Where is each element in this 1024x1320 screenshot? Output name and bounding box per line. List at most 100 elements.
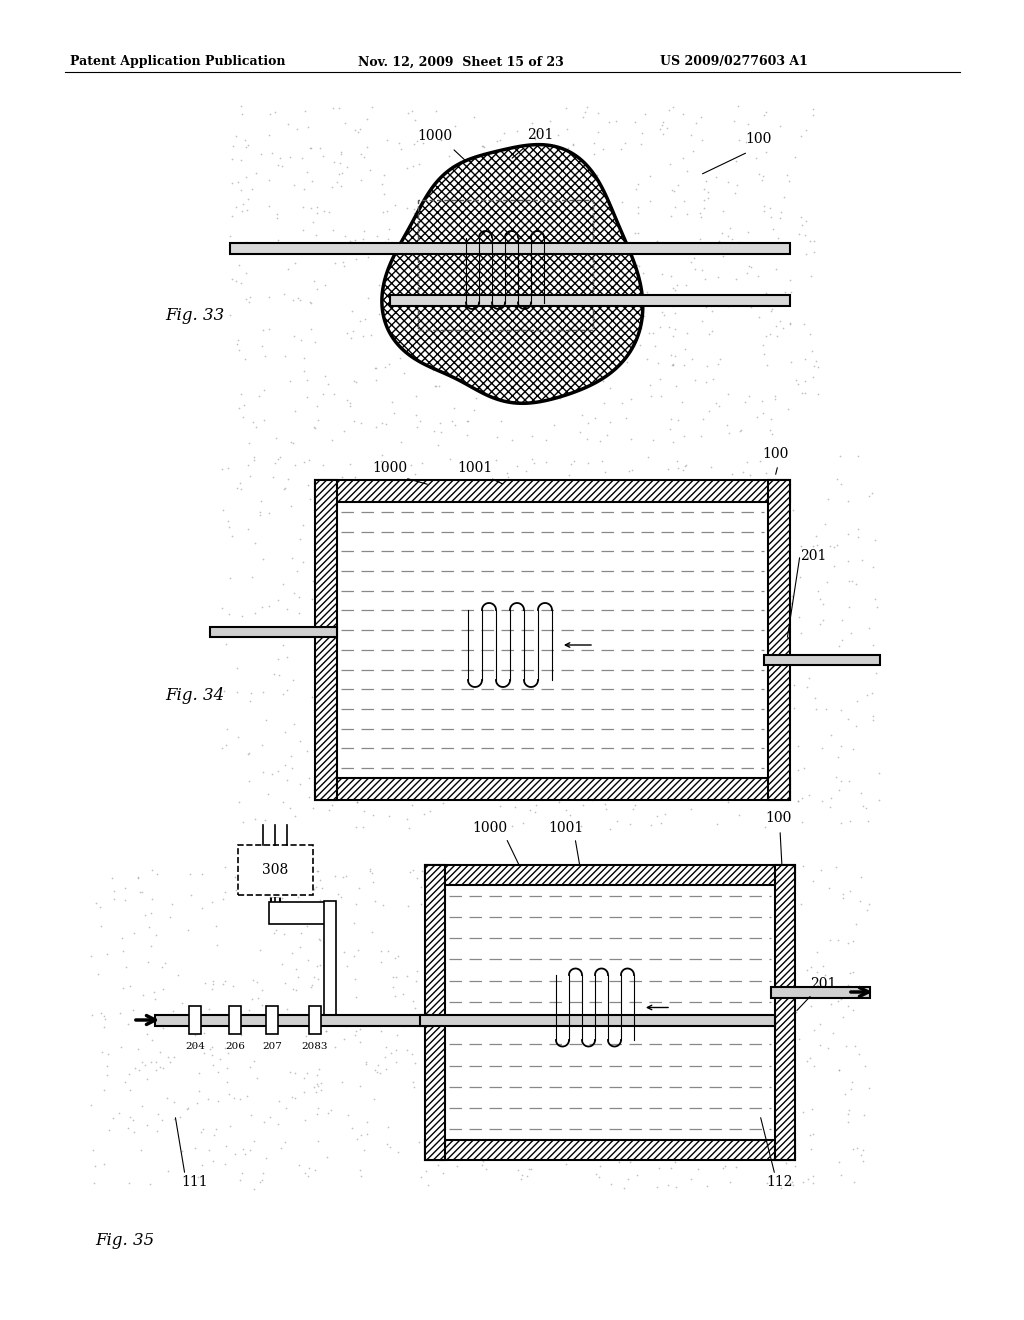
Point — [406, 156, 422, 177]
Point — [649, 642, 666, 663]
Point — [835, 1006, 851, 1027]
Point — [850, 517, 866, 539]
Point — [496, 684, 512, 705]
Point — [422, 341, 438, 362]
Point — [326, 383, 342, 404]
Point — [276, 1131, 293, 1152]
Point — [304, 686, 321, 708]
Point — [300, 474, 316, 495]
Bar — [425, 865, 795, 884]
Point — [693, 994, 710, 1015]
Point — [155, 1018, 171, 1039]
Point — [493, 755, 509, 776]
Point — [279, 999, 295, 1020]
Point — [671, 1104, 687, 1125]
Point — [797, 348, 813, 370]
Point — [308, 876, 325, 898]
Point — [442, 690, 459, 711]
Point — [359, 137, 376, 158]
Point — [759, 886, 775, 907]
Point — [590, 121, 606, 143]
Point — [623, 1148, 639, 1170]
Point — [653, 1043, 670, 1064]
Point — [594, 1114, 610, 1135]
Point — [783, 282, 800, 304]
Point — [213, 1006, 229, 1027]
Point — [664, 1158, 680, 1179]
Point — [729, 95, 745, 116]
Point — [335, 252, 351, 273]
Point — [814, 737, 830, 758]
Point — [717, 1155, 733, 1176]
Point — [186, 1035, 203, 1056]
Point — [447, 756, 464, 777]
Point — [597, 907, 613, 928]
Point — [400, 895, 417, 916]
Point — [700, 323, 717, 345]
Point — [492, 389, 508, 411]
Point — [272, 148, 289, 169]
Point — [529, 1142, 546, 1163]
Point — [544, 292, 560, 313]
Point — [842, 770, 858, 791]
Point — [806, 242, 822, 263]
Point — [399, 966, 416, 987]
Point — [755, 165, 771, 186]
Point — [565, 133, 582, 154]
Point — [675, 652, 691, 673]
Point — [525, 911, 542, 932]
Point — [731, 289, 748, 310]
Point — [814, 789, 830, 810]
Point — [386, 194, 402, 215]
Point — [698, 356, 715, 378]
Point — [804, 968, 820, 989]
Point — [229, 657, 246, 678]
Point — [300, 1166, 316, 1187]
Point — [290, 966, 306, 987]
Point — [709, 1078, 725, 1100]
Point — [325, 176, 341, 197]
Point — [301, 787, 317, 808]
Point — [683, 1168, 699, 1189]
Point — [613, 954, 630, 975]
Point — [381, 218, 397, 239]
Point — [403, 100, 420, 121]
Point — [755, 403, 771, 424]
Point — [545, 647, 561, 668]
Point — [210, 1090, 226, 1111]
Point — [548, 656, 564, 677]
Point — [404, 615, 421, 636]
Point — [583, 1057, 599, 1078]
Point — [250, 987, 266, 1008]
Point — [734, 949, 751, 970]
Point — [559, 137, 575, 158]
Point — [336, 421, 352, 442]
Point — [504, 729, 520, 750]
Point — [291, 1155, 307, 1176]
Point — [778, 692, 795, 713]
Point — [693, 310, 710, 331]
Point — [252, 1172, 268, 1193]
Point — [833, 812, 849, 833]
Point — [255, 1163, 271, 1184]
Point — [476, 1053, 493, 1074]
Point — [679, 640, 695, 661]
Point — [239, 199, 255, 220]
Point — [676, 425, 692, 446]
Point — [631, 255, 647, 276]
Point — [485, 1147, 502, 1168]
Point — [618, 965, 635, 986]
Point — [749, 533, 765, 554]
Point — [624, 697, 640, 718]
Point — [379, 602, 395, 623]
Point — [517, 521, 534, 543]
Point — [148, 1119, 165, 1140]
Point — [820, 488, 837, 510]
Point — [632, 1012, 648, 1034]
Point — [361, 858, 378, 879]
Point — [582, 1097, 598, 1118]
Point — [833, 700, 849, 721]
Point — [710, 352, 726, 374]
Point — [772, 207, 788, 228]
Point — [522, 800, 539, 821]
